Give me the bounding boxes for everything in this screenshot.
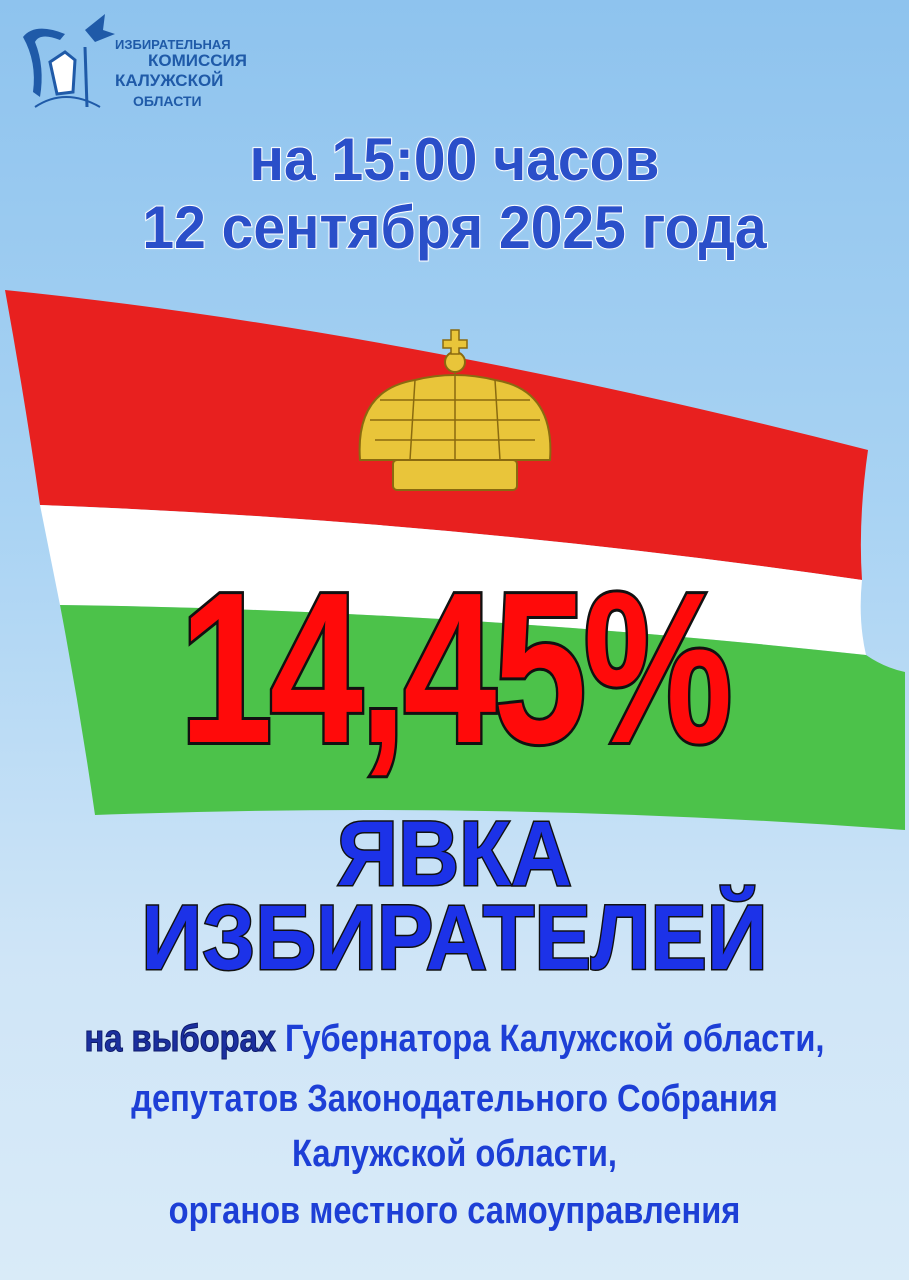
crown-icon <box>358 329 552 491</box>
flag-green-stripe <box>60 605 905 830</box>
time-line: на 15:00 часов <box>249 125 661 194</box>
logo-line-2: КОМИССИЯ <box>148 51 247 70</box>
title-line-2: ИЗБИРАТЕЛЕЙ <box>140 887 769 989</box>
description-line-1: на выборах Губернатора Калужской области… <box>64 1018 846 1060</box>
turnout-value: 14,45% <box>177 547 735 788</box>
logo-line-1: ИЗБИРАТЕЛЬНАЯ <box>115 37 231 52</box>
description-line-3: Калужской области, <box>291 1133 617 1175</box>
description-line-4: органов местного самоуправления <box>168 1190 741 1232</box>
logo-emblem-icon <box>23 14 115 108</box>
description-governor: Губернатора Калужской области, <box>285 1018 825 1060</box>
flag-white-stripe <box>40 505 866 655</box>
date-line: 12 сентября 2025 года <box>141 193 767 262</box>
logo-line-4: ОБЛАСТИ <box>133 93 202 109</box>
title-line-1: ЯВКА <box>336 803 574 905</box>
description-line-2: депутатов Законодательного Собрания <box>131 1078 778 1120</box>
description-prefix: на выборах <box>84 1018 276 1060</box>
logo-line-3: КАЛУЖСКОЙ <box>115 71 224 90</box>
